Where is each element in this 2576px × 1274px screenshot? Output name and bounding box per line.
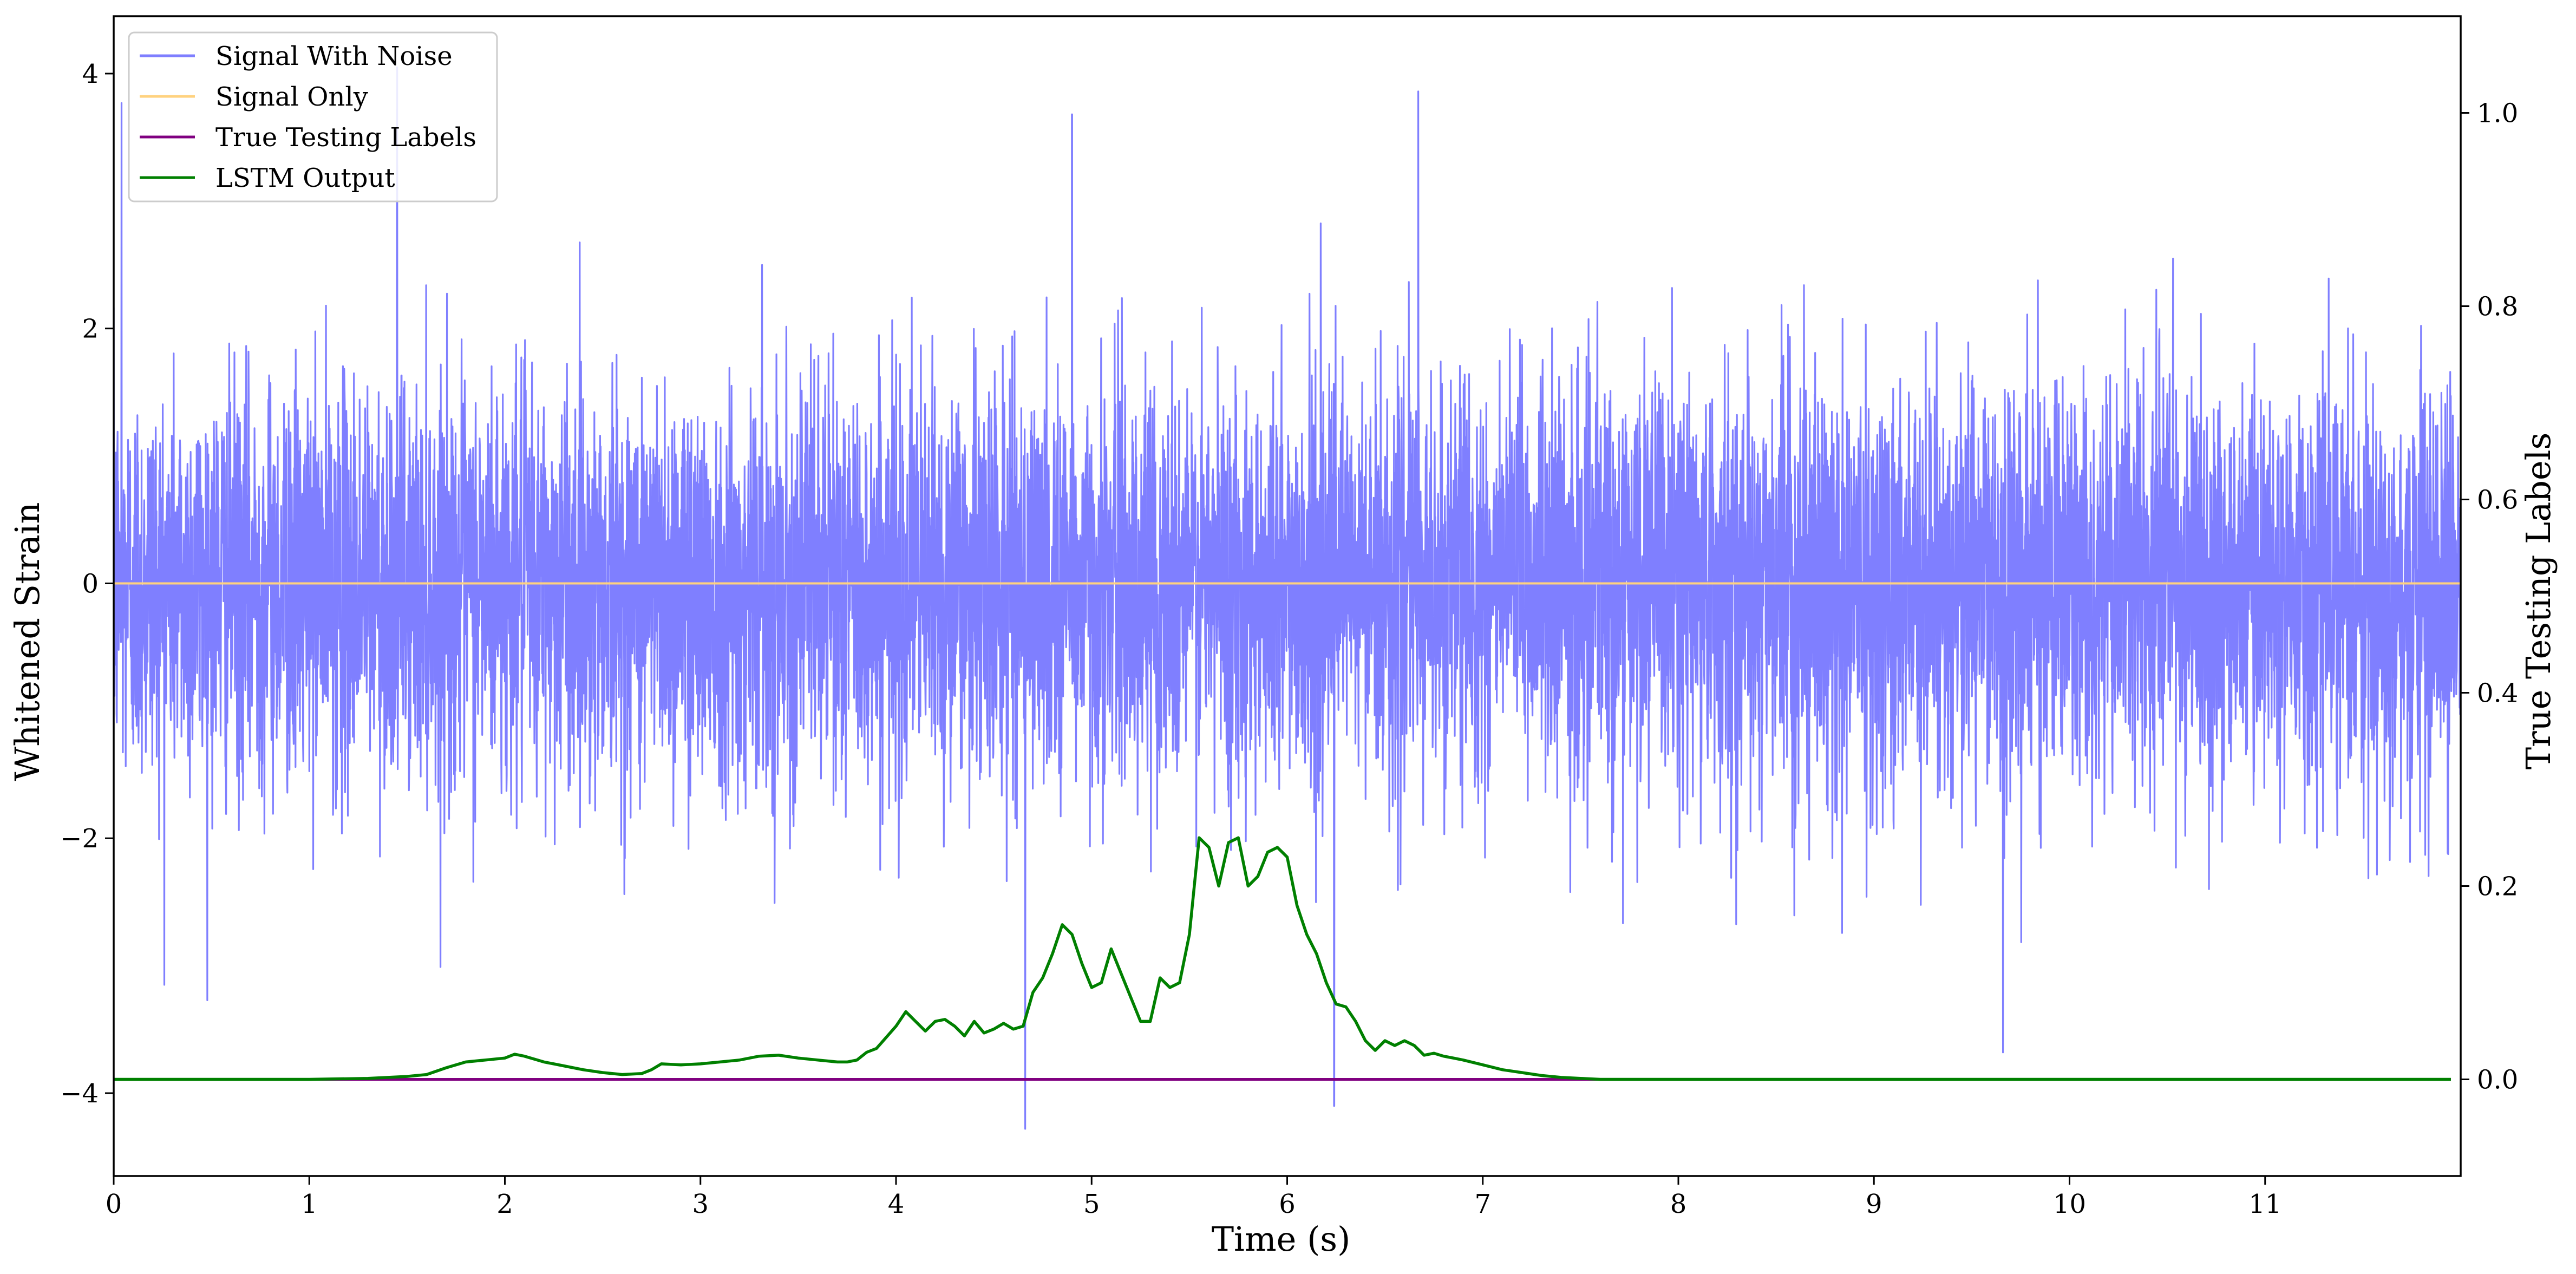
legend-label-true-testing-labels: True Testing Labels [215,122,476,153]
y-right-tick-label: 0.2 [2477,872,2518,902]
legend-entry-lstm-output: LSTM Output [140,163,395,193]
axes: 0 1 2 3 4 5 6 7 8 9 10 11 −4 −2 0 2 4 0.0 0.2 0.4 0.6 0.8 1.0 [60,15,2518,1219]
x-tick-label: 8 [1670,1189,1687,1219]
legend-entry-signal-with-noise: Signal With Noise [140,41,453,71]
y-right-tick-label: 1.0 [2477,99,2518,129]
x-tick-label: 0 [106,1189,122,1219]
x-tick-label: 3 [692,1189,709,1219]
y-left-tick-label: −2 [60,824,99,854]
x-axis-label: Time (s) [1212,1219,1351,1259]
legend-label-signal-with-noise: Signal With Noise [215,41,453,71]
series-signal-with-noise [114,66,2461,1130]
plot-series-group [114,66,2461,1130]
plot-area [114,66,2461,1130]
x-tick-label: 2 [496,1189,513,1219]
y-right-tick-label: 0.6 [2477,485,2518,515]
legend-label-signal-only: Signal Only [215,82,368,112]
x-tick-label: 6 [1279,1189,1296,1219]
y-left-tick-label: 4 [82,59,99,89]
legend-label-lstm-output: LSTM Output [215,163,395,193]
series-lstm-output [114,836,2451,1081]
x-tick-label: 9 [1866,1189,1882,1219]
y-axis-label-left: Whitened Strain [8,502,47,781]
y-left-tick-label: −4 [60,1079,99,1109]
legend-box [128,31,498,202]
x-tick-label: 11 [2248,1189,2281,1219]
legend-entry-true-testing-labels: True Testing Labels [140,122,476,153]
x-tick-label: 7 [1474,1189,1491,1219]
legend: Signal With Noise Signal Only True Testi… [128,31,498,202]
x-tick-label: 10 [2053,1189,2086,1219]
y-right-tick-label: 0.0 [2477,1065,2518,1095]
y-left-tick-label: 2 [82,314,99,344]
x-tick-label: 1 [301,1189,318,1219]
y-axis-label-right: True Testing Labels [2519,433,2558,770]
y-right-tick-label: 0.4 [2477,678,2518,709]
y-left-tick-label: 0 [82,569,99,599]
legend-entry-signal-only: Signal Only [140,82,368,112]
x-tick-label: 4 [888,1189,905,1219]
x-tick-label: 5 [1083,1189,1100,1219]
y-right-tick-label: 0.8 [2477,292,2518,322]
